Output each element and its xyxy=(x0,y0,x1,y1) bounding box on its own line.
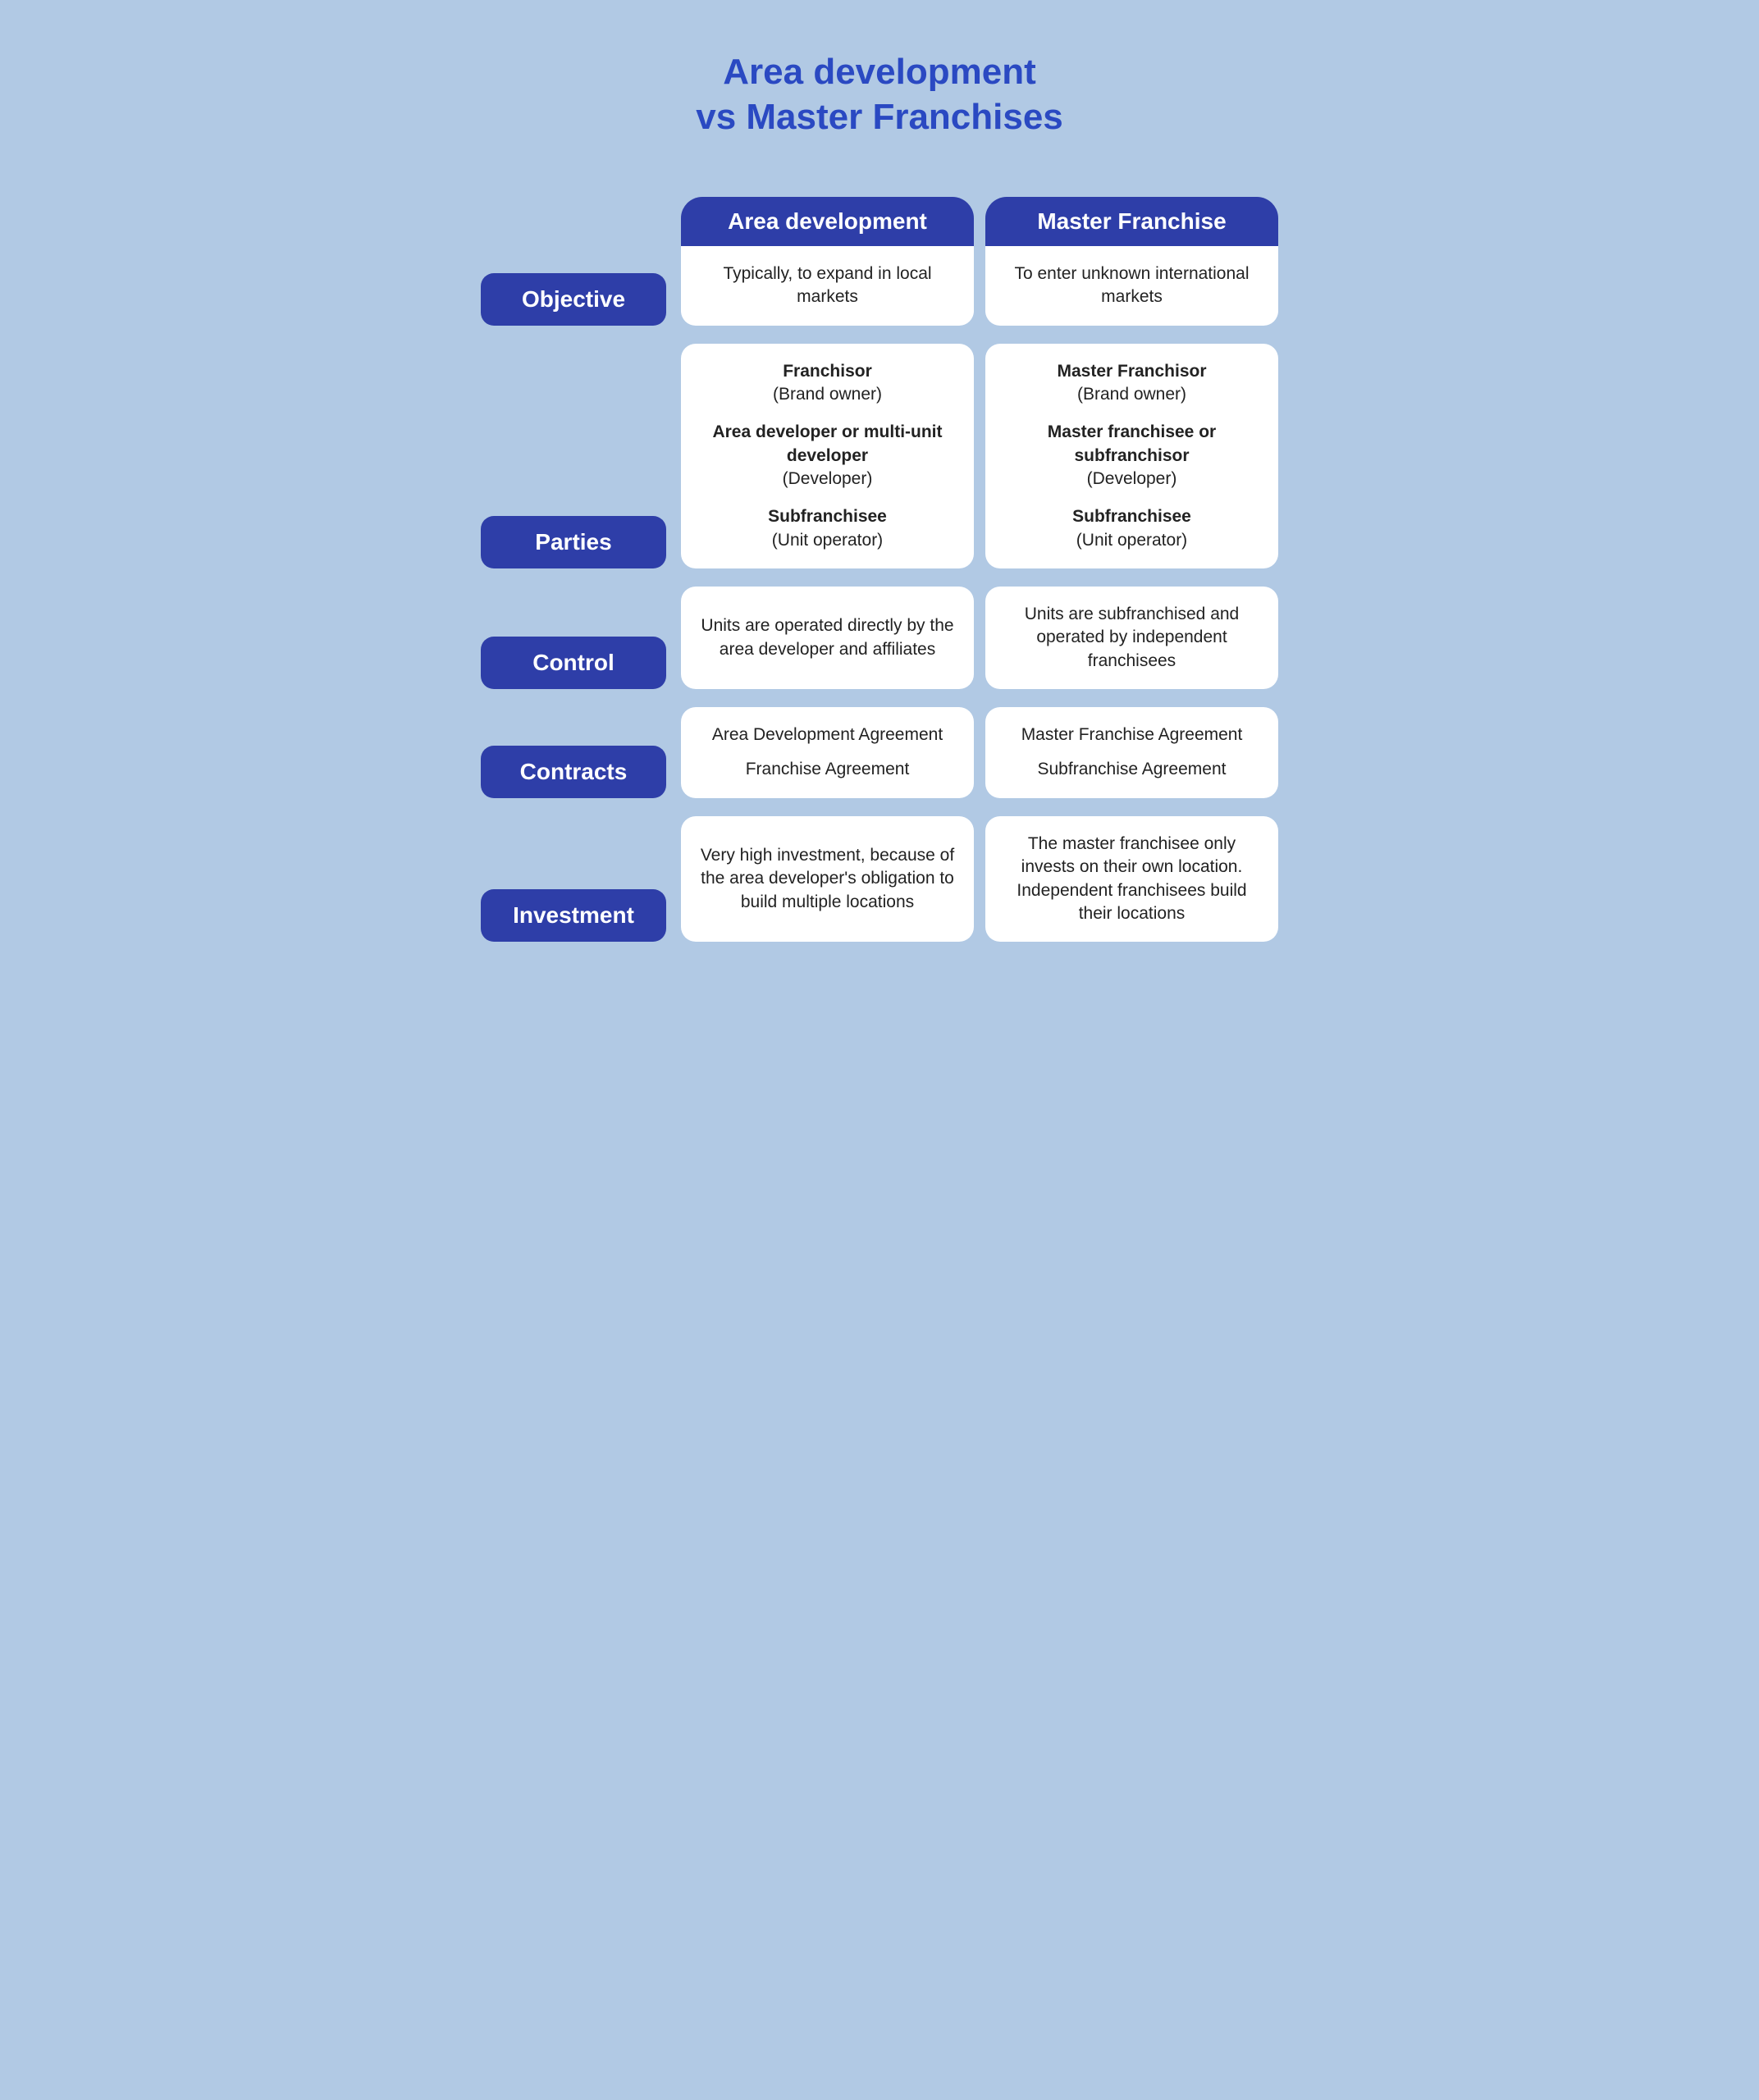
party-block: Franchisor (Brand owner) xyxy=(773,360,882,407)
row-label-investment: Investment xyxy=(481,889,666,942)
row-label-wrap-investment: Investment xyxy=(481,816,669,942)
cell-control-col1: Units are operated directly by the area … xyxy=(681,587,974,689)
contract-line: Master Franchise Agreement xyxy=(1021,724,1243,746)
row-spacer xyxy=(681,326,974,344)
row-spacer xyxy=(985,326,1278,344)
title-line-2: vs Master Franchises xyxy=(696,97,1063,137)
party-sub: (Unit operator) xyxy=(1072,529,1191,552)
cell-control-col2: Units are subfranchised and operated by … xyxy=(985,587,1278,689)
party-sub: (Developer) xyxy=(1003,468,1260,491)
cell-parties-col1: Franchisor (Brand owner) Area developer … xyxy=(681,344,974,568)
cell-objective-col1: Typically, to expand in local markets xyxy=(681,246,974,326)
contract-line: Subfranchise Agreement xyxy=(1038,758,1227,781)
row-label-wrap-objective: Objective xyxy=(481,246,669,326)
infographic-canvas: Area development vs Master Franchises Ar… xyxy=(440,0,1319,1007)
party-bold: Subfranchisee xyxy=(1072,505,1191,528)
party-block: Subfranchisee (Unit operator) xyxy=(768,505,887,552)
row-label-contracts: Contracts xyxy=(481,746,666,798)
row-label-parties: Parties xyxy=(481,516,666,568)
cell-contracts-col1: Area Development Agreement Franchise Agr… xyxy=(681,707,974,798)
row-spacer xyxy=(985,689,1278,707)
party-bold: Area developer or multi-unit developer xyxy=(699,421,956,468)
contract-line: Area Development Agreement xyxy=(712,724,943,746)
party-bold: Subfranchisee xyxy=(768,505,887,528)
cell-investment-col1: Very high investment, because of the are… xyxy=(681,816,974,942)
row-label-objective: Objective xyxy=(481,273,666,326)
row-spacer xyxy=(985,568,1278,587)
page-title: Area development vs Master Franchises xyxy=(481,49,1278,139)
party-block: Subfranchisee (Unit operator) xyxy=(1072,505,1191,552)
title-line-1: Area development xyxy=(723,52,1035,92)
party-bold: Master Franchisor xyxy=(1057,360,1206,383)
row-spacer xyxy=(681,798,974,816)
party-block: Master Franchisor (Brand owner) xyxy=(1057,360,1206,407)
party-sub: (Developer) xyxy=(699,468,956,491)
cell-parties-col2: Master Franchisor (Brand owner) Master f… xyxy=(985,344,1278,568)
row-spacer xyxy=(681,689,974,707)
party-sub: (Brand owner) xyxy=(773,383,882,406)
party-block: Area developer or multi-unit developer (… xyxy=(699,421,956,491)
cell-investment-col2: The master franchisee only invests on th… xyxy=(985,816,1278,942)
row-spacer xyxy=(681,568,974,587)
party-bold: Master franchisee or subfranchisor xyxy=(1003,421,1260,468)
cell-contracts-col2: Master Franchise Agreement Subfranchise … xyxy=(985,707,1278,798)
row-spacer xyxy=(985,798,1278,816)
row-label-wrap-contracts: Contracts xyxy=(481,707,669,798)
column-header-master-franchise: Master Franchise xyxy=(985,197,1278,246)
party-bold: Franchisor xyxy=(773,360,882,383)
header-spacer xyxy=(481,197,669,246)
row-label-wrap-control: Control xyxy=(481,587,669,689)
row-spacer xyxy=(481,689,669,707)
row-label-control: Control xyxy=(481,637,666,689)
column-header-area-development: Area development xyxy=(681,197,974,246)
party-sub: (Brand owner) xyxy=(1057,383,1206,406)
party-block: Master franchisee or subfranchisor (Deve… xyxy=(1003,421,1260,491)
cell-objective-col2: To enter unknown international markets xyxy=(985,246,1278,326)
contract-line: Franchise Agreement xyxy=(746,758,910,781)
comparison-grid: Area development Master Franchise Object… xyxy=(481,197,1278,942)
row-spacer xyxy=(481,326,669,344)
row-spacer xyxy=(481,568,669,587)
row-label-wrap-parties: Parties xyxy=(481,344,669,568)
party-sub: (Unit operator) xyxy=(768,529,887,552)
row-spacer xyxy=(481,798,669,816)
